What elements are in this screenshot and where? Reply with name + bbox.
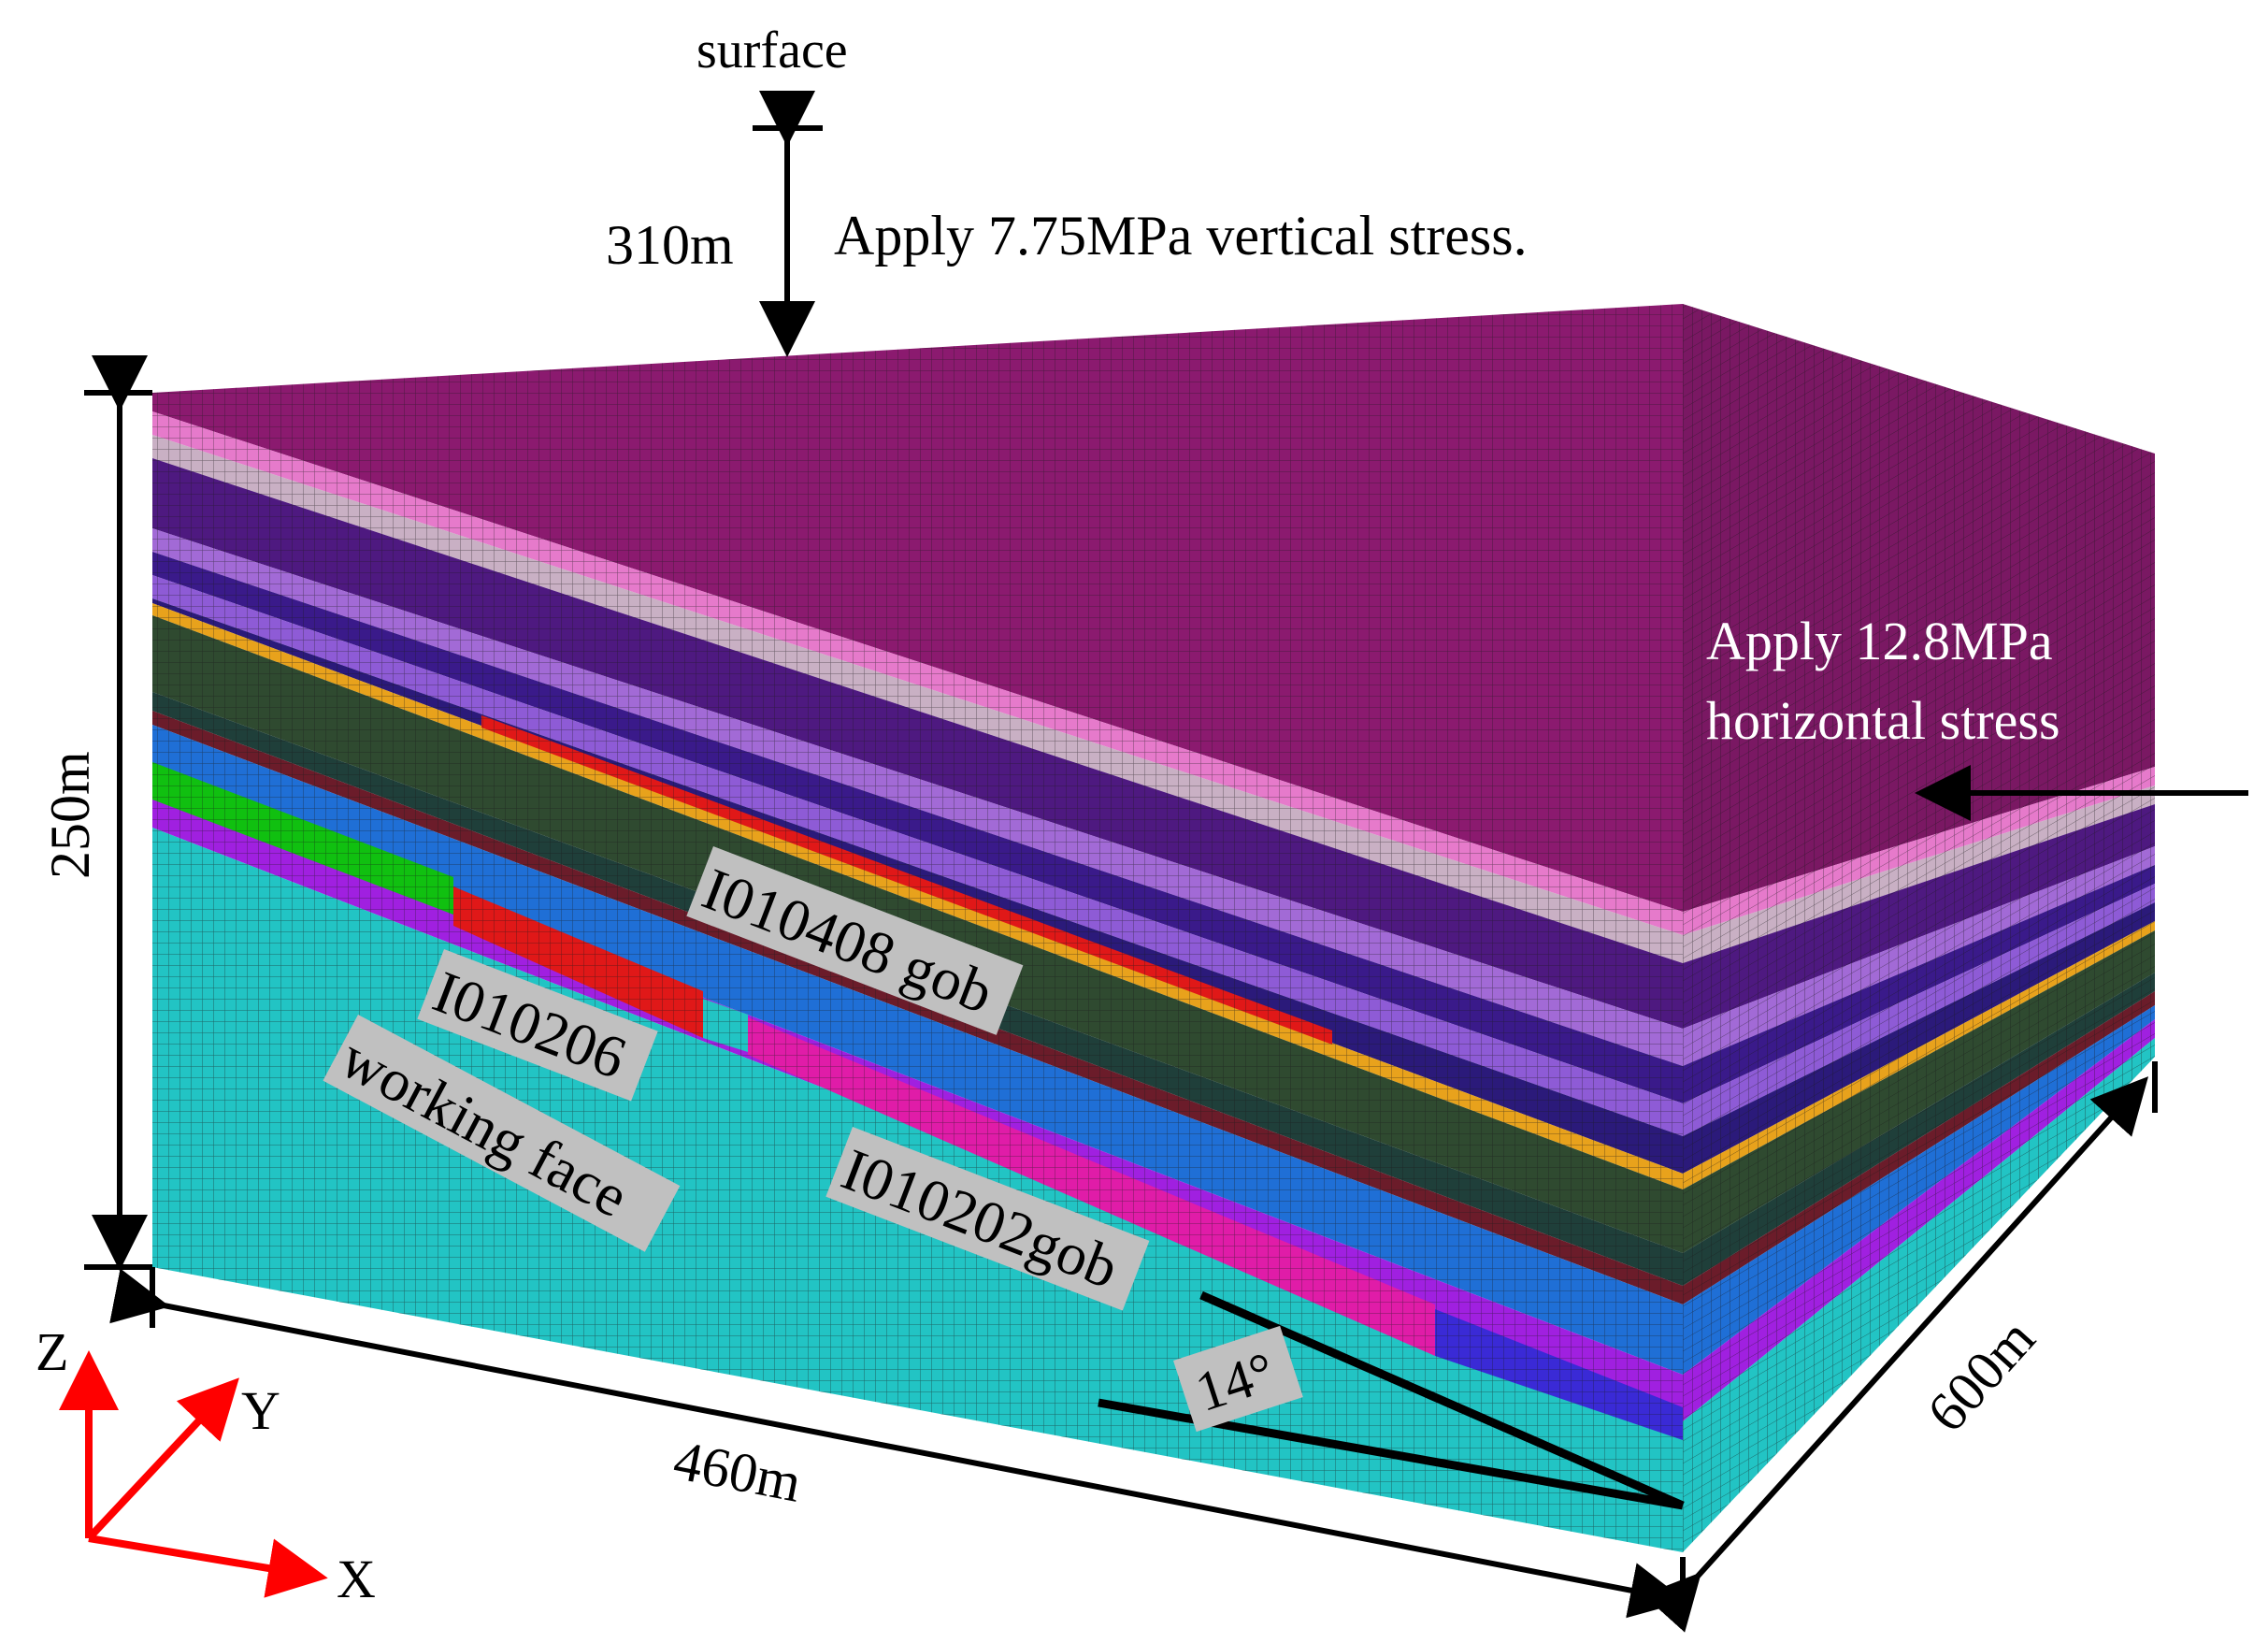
vertical-stress-label: Apply 7.75MPa vertical stress. [834,205,1528,267]
x-axis-label: X [337,1549,376,1609]
width-dimension [1643,1061,2158,1633]
x-axis-arrow [88,1535,328,1598]
height-label: 250m [39,751,101,879]
width-label: 600m [1916,1307,2046,1444]
horizontal-stress-label-2: horizontal stress [1706,690,2060,751]
side-grid-overlay [1683,304,2155,1552]
depth-label: 310m [606,214,734,276]
y-axis-arrow [86,1377,239,1541]
axes-triad [59,1350,328,1598]
z-axis-label: Z [36,1321,68,1382]
height-dimension [84,355,152,1271]
side-face [1683,304,2155,1552]
surface-label: surface [696,22,848,79]
front-face [152,304,1683,1552]
y-axis-label: Y [241,1380,280,1441]
horizontal-stress-label-1: Apply 12.8MPa [1706,611,2053,671]
depth-dimension [753,91,823,357]
length-label: 460m [669,1429,807,1514]
